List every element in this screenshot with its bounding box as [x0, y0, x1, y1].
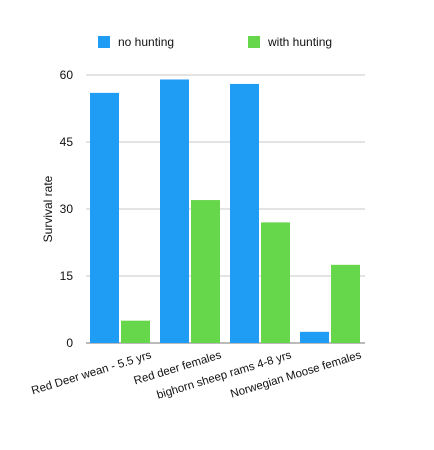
y-tick-label: 45: [60, 135, 74, 149]
y-tick-label: 60: [60, 68, 74, 82]
legend-swatch: [248, 36, 260, 48]
bar-with-hunting: [261, 222, 290, 343]
legend-label: with hunting: [267, 35, 332, 49]
legend: no hunting with hunting: [98, 35, 332, 49]
y-axis-title: Survival rate: [41, 175, 55, 242]
y-axis-ticks: 0 15 30 45 60: [60, 68, 74, 350]
x-category-label: Norwegian Moose females: [229, 349, 363, 400]
bar-no-hunting: [230, 83, 259, 343]
y-tick-label: 0: [66, 336, 73, 350]
bar-with-hunting: [121, 320, 150, 343]
y-tick-label: 30: [60, 202, 74, 216]
y-tick-label: 15: [60, 269, 74, 283]
legend-swatch: [98, 36, 110, 48]
bar-no-hunting: [300, 331, 329, 343]
bar-no-hunting: [160, 79, 189, 343]
bars: [90, 79, 360, 343]
gridlines: [86, 74, 365, 344]
bar-with-hunting: [191, 200, 220, 343]
bar-no-hunting: [90, 92, 119, 343]
x-category-label: Red Deer wean - 5.5 yrs: [30, 349, 153, 397]
bar-with-hunting: [331, 264, 360, 343]
legend-label: no hunting: [118, 35, 174, 49]
